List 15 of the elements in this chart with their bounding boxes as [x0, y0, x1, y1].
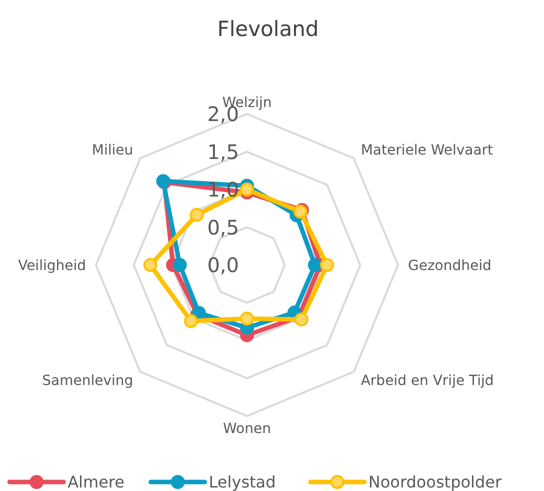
legend-label: Almere [68, 472, 124, 491]
spoke-label: Materiele Welvaart [360, 142, 494, 159]
y-tick-label: 1,5 [207, 140, 239, 164]
spoke-label: Milieu [92, 142, 134, 159]
y-tick-label: 0,5 [207, 215, 239, 240]
spoke-label: Arbeid en Vrije Tijd [360, 373, 494, 390]
legend-label: Lelystad [208, 472, 276, 491]
y-tick-label: 0,0 [207, 253, 239, 277]
y-tick-label: 1,0 [207, 178, 239, 202]
spoke-label: Samenleving [42, 373, 134, 390]
spoke-label: Gezondheid [408, 258, 492, 274]
chart-title: Flevoland [217, 17, 319, 41]
spoke-label: Veiligheid [18, 258, 86, 274]
legend-label: Noordoostpolder [368, 472, 502, 491]
spoke-label: Wonen [223, 420, 271, 437]
